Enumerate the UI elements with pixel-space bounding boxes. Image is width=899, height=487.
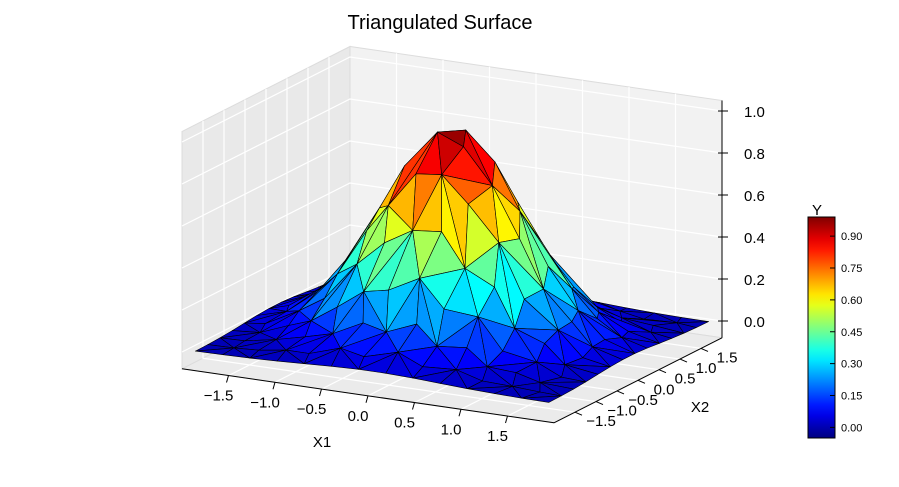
- grid-z: [181, 98, 723, 185]
- colorbar-tick-label: 0.00: [841, 422, 862, 434]
- colorbar-label: Y: [812, 202, 822, 219]
- x-tick: [458, 409, 462, 417]
- colorbar-gradient: [807, 216, 836, 439]
- x-tick: [365, 395, 369, 403]
- y-tick-label: −1.5: [586, 413, 616, 430]
- x-tick: [226, 375, 229, 383]
- surface-triangle: [676, 322, 697, 334]
- z-tick-label: 1.0: [744, 104, 765, 121]
- surface-triangle: [222, 347, 251, 359]
- surface: [195, 129, 709, 403]
- z-tick-label: 0.8: [744, 146, 765, 163]
- x-tick: [505, 415, 508, 424]
- y-tick-label: 0.0: [654, 381, 675, 398]
- y-tick: [595, 401, 604, 406]
- grid-z: [181, 224, 723, 311]
- y-tick-label: −0.5: [628, 392, 658, 409]
- colorbar-tick-label: 0.45: [841, 327, 862, 339]
- y-tick-label: −1.0: [607, 403, 637, 420]
- x-axis-label: X1: [313, 434, 331, 451]
- x-tick: [319, 388, 322, 397]
- y-axis-label: X2: [691, 399, 709, 416]
- surface-triangle: [521, 395, 562, 403]
- y-tick: [679, 358, 688, 363]
- grid-z: [181, 56, 723, 143]
- z-tick-label: 0.6: [744, 188, 765, 205]
- y-tick: [574, 411, 583, 416]
- x-tick: [272, 382, 276, 390]
- colorbar-tick-label: 0.90: [841, 231, 862, 243]
- surface-triangle: [276, 349, 305, 365]
- grid-y: [202, 120, 576, 413]
- x-tick-label: 0.0: [348, 408, 369, 425]
- y-tick-label: 1.0: [696, 360, 717, 377]
- surface-triangle: [650, 331, 673, 344]
- colorbar-tick-label: 0.30: [841, 359, 862, 371]
- y-tick: [616, 390, 625, 395]
- chart-title: Triangulated Surface: [348, 12, 533, 34]
- grid-z: [181, 182, 723, 269]
- colorbar: Y 0.00 0.15 0.30 0.45 0.60 0.75 0.90: [807, 202, 862, 439]
- colorbar-tick-label: 0.60: [841, 295, 862, 307]
- axes-3d: −1.5 −1.0 −0.5 0.0 0.5 1.0 1.5−1.5−1.0−0.50.00…: [180, 45, 765, 451]
- z-tick-label: 0.0: [744, 314, 765, 331]
- x-tick-label: −0.5: [297, 401, 327, 418]
- colorbar-tick-label: 0.75: [841, 263, 862, 275]
- grid-z: [181, 140, 723, 227]
- y-tick: [637, 379, 646, 384]
- y-tick: [700, 347, 709, 352]
- y-tick-label: 1.5: [717, 349, 738, 366]
- y-tick: [658, 369, 667, 374]
- x-tick-label: −1.5: [204, 388, 234, 405]
- z-tick-label: 0.4: [744, 230, 765, 247]
- y-tick-label: 0.5: [675, 371, 696, 388]
- colorbar-tick-label: 0.15: [841, 391, 862, 403]
- x-tick-label: −1.0: [250, 394, 280, 411]
- x-tick: [412, 402, 415, 410]
- z-tick-label: 0.2: [744, 272, 765, 289]
- x-tick-label: 1.0: [441, 421, 462, 438]
- x-tick-label: 0.5: [394, 415, 415, 432]
- x-tick-label: 1.5: [487, 428, 508, 445]
